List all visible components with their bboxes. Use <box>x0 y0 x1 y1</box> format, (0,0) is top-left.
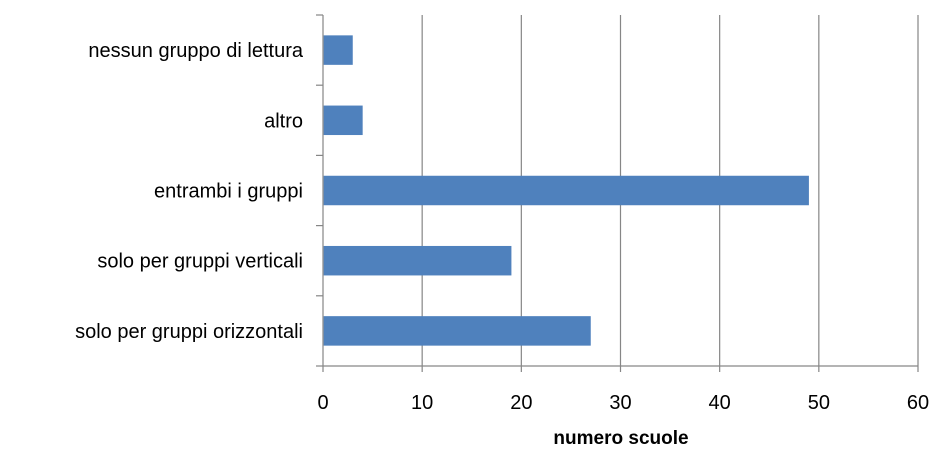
x-tick-label: 40 <box>709 392 731 414</box>
labels: 0 10 20 30 40 50 60 nessun gruppo di lettura alt… <box>75 40 929 414</box>
x-axis-title: numero scuole <box>553 428 688 449</box>
bar-1 <box>323 105 363 136</box>
x-tick-label: 10 <box>411 392 433 414</box>
x-tick-label: 20 <box>510 392 532 414</box>
x-tick-label: 50 <box>808 392 830 414</box>
category-label: altro <box>264 110 303 132</box>
bar-0 <box>323 35 353 65</box>
x-tick-label: 0 <box>317 392 328 414</box>
bar-4 <box>323 316 591 346</box>
bar-2 <box>323 175 809 206</box>
category-label: solo per gruppi verticali <box>97 251 303 273</box>
bars <box>323 35 809 346</box>
x-tick-label: 30 <box>609 392 631 414</box>
axes <box>316 14 919 372</box>
category-label: solo per gruppi orizzontali <box>75 321 303 343</box>
category-label: nessun gruppo di lettura <box>88 40 303 62</box>
x-tick-label: 60 <box>907 392 929 414</box>
bar-3 <box>323 245 512 276</box>
category-label: entrambi i gruppi <box>154 181 303 203</box>
